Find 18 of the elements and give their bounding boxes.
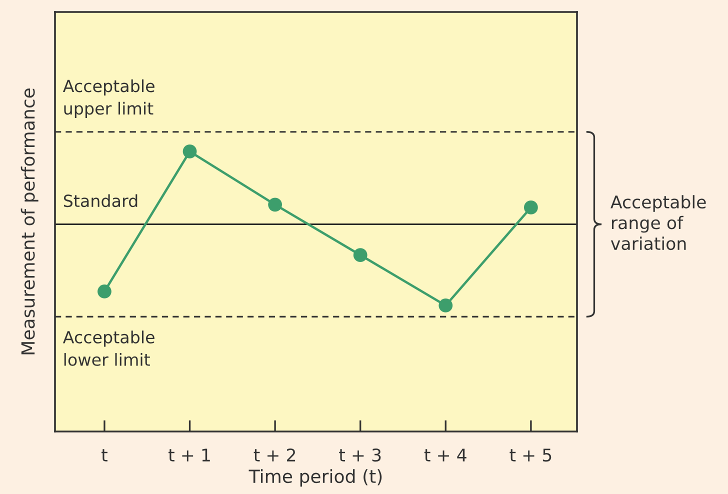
ref-line-label: Standard <box>64 194 138 208</box>
x-tick-label: t <box>102 449 108 462</box>
text: Acceptable range of variation <box>610 195 706 250</box>
x-tick-label: t + 3 <box>339 448 381 462</box>
x-axis-title: Time period (t) <box>248 469 382 487</box>
y-axis-title: Measurement of performance <box>20 88 38 354</box>
ref-line-label: Acceptable upper limit <box>62 79 154 118</box>
x-tick-label: t + 5 <box>510 448 552 462</box>
point <box>98 284 112 298</box>
point <box>353 248 368 262</box>
point <box>524 200 538 214</box>
point <box>438 298 453 312</box>
point <box>268 198 282 212</box>
ref-line-label: Acceptable lower limit <box>62 330 154 366</box>
x-tick-label: t + 1 <box>168 448 210 462</box>
point <box>182 144 197 158</box>
x-tick-label: t + 4 <box>424 448 466 462</box>
x-tick-label: t + 2 <box>254 448 296 462</box>
